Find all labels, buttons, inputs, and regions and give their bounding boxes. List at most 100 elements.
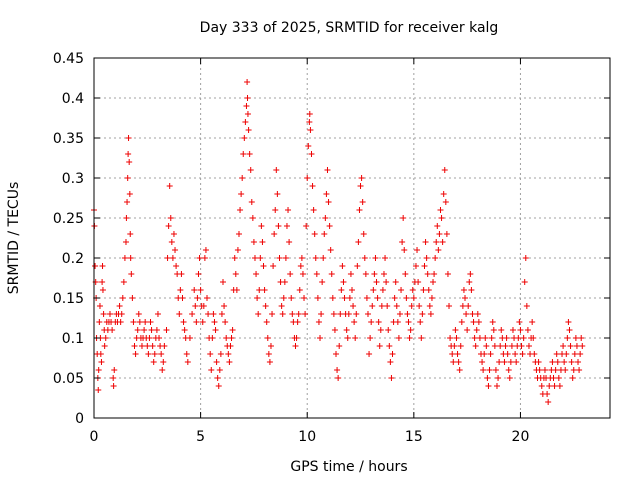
data-point	[469, 311, 476, 317]
data-point	[569, 375, 576, 381]
data-point	[254, 295, 261, 301]
y-tick-label: 0.45	[53, 51, 84, 67]
data-point	[172, 247, 179, 253]
data-point	[463, 311, 470, 317]
data-point	[211, 319, 218, 325]
data-point	[244, 111, 251, 117]
data-point	[347, 271, 354, 277]
data-point	[529, 319, 536, 325]
data-point	[476, 335, 483, 341]
y-tick-label: 0.05	[53, 371, 84, 387]
data-point	[304, 175, 311, 181]
data-point	[209, 335, 216, 341]
data-point	[341, 295, 348, 301]
data-point	[353, 311, 360, 317]
data-point	[287, 271, 294, 277]
data-point	[417, 319, 424, 325]
data-point	[505, 367, 512, 373]
data-point	[549, 359, 556, 365]
data-point	[370, 287, 377, 293]
data-point	[563, 351, 570, 357]
data-point	[327, 247, 334, 253]
data-point	[121, 255, 128, 261]
data-point	[99, 263, 106, 269]
data-point	[523, 303, 530, 309]
data-point	[266, 359, 273, 365]
data-point	[178, 271, 185, 277]
data-point	[377, 327, 384, 333]
data-point	[513, 359, 520, 365]
data-point	[385, 327, 392, 333]
data-point	[489, 319, 496, 325]
data-point	[457, 343, 464, 349]
data-point	[311, 231, 318, 237]
data-point	[156, 335, 163, 341]
data-point	[116, 303, 123, 309]
data-point	[518, 343, 525, 349]
data-point	[330, 311, 337, 317]
data-point	[320, 255, 327, 261]
data-point	[355, 239, 362, 245]
data-point	[490, 327, 497, 333]
data-point	[216, 367, 223, 373]
data-point	[208, 367, 215, 373]
data-point	[368, 319, 375, 325]
data-point	[306, 119, 313, 125]
data-point	[380, 271, 387, 277]
data-point	[498, 327, 505, 333]
data-point	[575, 359, 582, 365]
data-point	[163, 327, 170, 333]
data-point	[373, 279, 380, 285]
data-point	[550, 375, 557, 381]
data-point	[126, 191, 133, 197]
data-point	[136, 319, 143, 325]
data-point	[305, 143, 312, 149]
data-point	[343, 327, 350, 333]
data-point	[177, 287, 184, 293]
data-point	[335, 375, 342, 381]
data-point	[231, 255, 238, 261]
data-point	[295, 311, 302, 317]
data-point	[362, 271, 369, 277]
data-point	[154, 311, 161, 317]
data-point	[225, 351, 232, 357]
data-point	[346, 295, 353, 301]
data-point	[95, 367, 102, 373]
data-point	[522, 255, 529, 261]
data-point	[181, 327, 188, 333]
data-point	[444, 271, 451, 277]
data-point	[545, 399, 552, 405]
data-point	[333, 351, 340, 357]
data-point	[462, 295, 469, 301]
data-point	[388, 375, 395, 381]
data-point	[384, 303, 391, 309]
data-point	[434, 223, 441, 229]
y-tick-label: 0.4	[62, 91, 84, 107]
data-point	[328, 271, 335, 277]
data-point	[214, 375, 221, 381]
data-point	[170, 231, 177, 237]
data-point	[274, 191, 281, 197]
data-point	[502, 343, 509, 349]
data-point	[123, 215, 130, 221]
data-point	[243, 103, 250, 109]
data-point	[464, 327, 471, 333]
data-point	[221, 303, 228, 309]
data-point	[386, 343, 393, 349]
data-point	[292, 343, 299, 349]
x-tick-label: 5	[196, 429, 205, 445]
data-point	[276, 255, 283, 261]
data-point	[241, 135, 248, 141]
data-point	[367, 335, 374, 341]
data-point	[408, 303, 415, 309]
data-point	[318, 311, 325, 317]
data-point	[144, 343, 151, 349]
data-point	[363, 295, 370, 301]
y-tick-label: 0.3	[62, 171, 84, 187]
data-point	[244, 79, 251, 85]
data-point	[205, 311, 212, 317]
data-point	[242, 119, 249, 125]
data-point	[473, 327, 480, 333]
data-point	[531, 351, 538, 357]
data-point	[196, 255, 203, 261]
